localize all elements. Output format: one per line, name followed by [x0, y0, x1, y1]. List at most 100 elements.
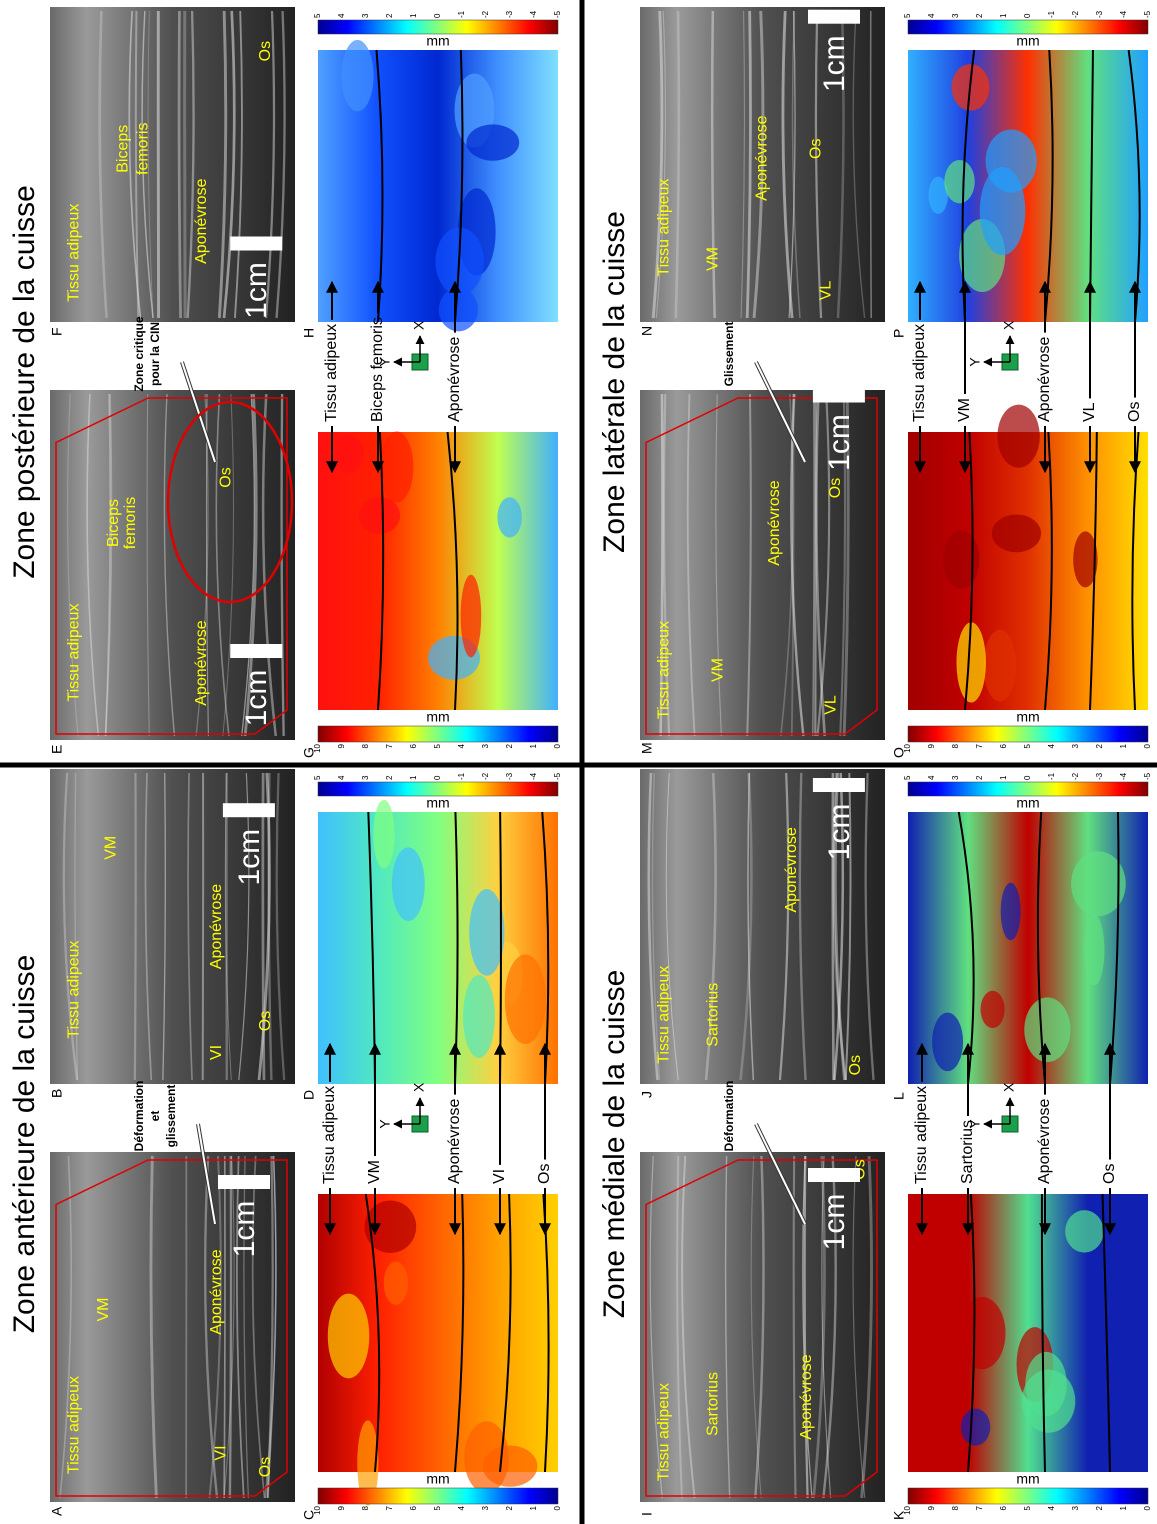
anatomy-label: femoris: [134, 123, 151, 175]
map-blob: [958, 1296, 1006, 1370]
map-blob: [327, 1293, 370, 1379]
tissue-streak: [98, 10, 108, 319]
map-blob: [438, 287, 479, 332]
tissue-streak: [228, 1155, 233, 1499]
colorbar-tick-label: 4: [457, 743, 466, 748]
scale-label: 1cm: [233, 829, 266, 886]
tissue-streak: [844, 772, 852, 1081]
anatomy-label: Aponévrose: [783, 827, 800, 912]
tissue-streak: [208, 1155, 222, 1499]
colorbar-tick-label: 1: [1119, 743, 1128, 748]
panel-title: Zone antérieure de la cuisse: [8, 955, 41, 1334]
colorbar: [317, 19, 559, 35]
annotation: pour la CIN: [148, 322, 162, 386]
tissue-streak: [816, 393, 831, 737]
colorbar-tick-label: 5: [1023, 1505, 1032, 1510]
panel-title: Zone médiale de la cuisse: [598, 970, 631, 1319]
tissue-streak: [665, 772, 679, 1081]
annotation-arrow: [755, 361, 806, 463]
anatomy-label: Os: [808, 139, 825, 159]
colorbar-tick-label: 2: [505, 1505, 514, 1510]
colorbar-tick-label: 5: [313, 13, 322, 18]
colorbar-tick-label: -1: [1047, 772, 1056, 780]
tissue-streak: [662, 393, 671, 737]
tissue-streak: [747, 772, 755, 1081]
colorbar-unit: mm: [1016, 709, 1039, 725]
anatomy-label: Aponévrose: [193, 178, 210, 263]
tissue-streak: [802, 1155, 813, 1499]
anatomy-label: Os: [847, 1055, 864, 1075]
map-blob: [1065, 1210, 1104, 1253]
anatomy-label: Os: [827, 478, 844, 498]
scale-bar: [230, 644, 283, 658]
colorbar-tick-label: 1: [529, 1505, 538, 1510]
tissue-streak: [203, 1155, 219, 1499]
legend-label: Tissu adipeux: [911, 324, 928, 422]
colorbar-unit: mm: [1016, 1471, 1039, 1487]
axis-label: Y: [967, 357, 983, 367]
colorbar-tick-label: 5: [1023, 743, 1032, 748]
tissue-streak: [243, 1155, 250, 1499]
tissue-streak: [821, 1155, 832, 1499]
tissue-streak: [222, 10, 236, 319]
map-blob: [383, 1261, 409, 1305]
panel-letter: C: [301, 1510, 317, 1520]
colorbar-tick-label: 2: [385, 775, 394, 780]
colorbar-tick-label: 4: [457, 1505, 466, 1510]
tissue-streak: [144, 772, 153, 1081]
map-blob: [960, 1408, 991, 1446]
tissue-streak: [788, 10, 796, 319]
tissue-streak: [104, 393, 113, 737]
map-blob: [1024, 997, 1071, 1063]
colorbar-tick-label: 0: [433, 775, 442, 780]
anatomy-label: Tissu adipeux: [66, 1376, 83, 1474]
panel-letter: H: [301, 328, 317, 338]
colorbar-tick-label: 4: [1047, 743, 1056, 748]
colorbar-tick-label: 3: [951, 775, 960, 780]
scale-label: 1cm: [818, 35, 851, 92]
colorbar-tick-label: 9: [337, 743, 346, 748]
tissue-streak: [128, 10, 142, 319]
tissue-streak: [141, 10, 154, 319]
legend-label: Os: [1101, 1164, 1118, 1184]
tissue-streak: [146, 393, 150, 737]
tissue-streak: [62, 772, 79, 1081]
colorbar-tick-label: 0: [1023, 13, 1032, 18]
colorbar-tick-label: 6: [999, 743, 1008, 748]
annotation: Glissement: [722, 322, 736, 387]
legend-label: Aponévrose: [1036, 1099, 1053, 1184]
tissue-boundary: [1089, 431, 1098, 711]
ultrasound-image: [50, 1152, 295, 1502]
tissue-streak: [651, 10, 664, 319]
map-blob: [944, 160, 975, 204]
annotation: et: [148, 1111, 162, 1122]
axis-label: Y: [377, 357, 393, 367]
legend-label: Os: [1126, 402, 1143, 422]
annotation-arrow: [197, 1123, 216, 1225]
map-blob: [932, 1012, 964, 1072]
colorbar-tick-label: 3: [361, 13, 370, 18]
map-blob: [463, 975, 495, 1058]
colorbar-tick-label: 2: [1095, 743, 1104, 748]
tissue-streak: [814, 10, 823, 319]
anatomy-label: VM: [710, 658, 727, 682]
anatomy-label: Tissu adipeux: [656, 621, 673, 719]
legend-label: Tissu adipeux: [321, 1086, 338, 1184]
tissue-streak: [86, 393, 100, 737]
panel-letter: B: [49, 1089, 65, 1098]
panel-letter: K: [891, 1510, 907, 1520]
scale-label: 1cm: [823, 804, 856, 861]
anatomy-label: VM: [95, 1298, 112, 1322]
anatomy-label: Os: [257, 1457, 274, 1477]
tissue-streak: [752, 10, 765, 319]
legend-label: Sartorius: [959, 1120, 976, 1184]
colorbar-tick-label: 0: [553, 743, 562, 748]
colorbar-tick-label: 3: [481, 1505, 490, 1510]
colorbar-tick-label: -2: [481, 10, 490, 18]
tissue-streak: [241, 393, 256, 737]
colorbar-tick-label: 9: [337, 1505, 346, 1510]
colorbar-tick-label: 10: [903, 1505, 912, 1514]
tissue-streak: [822, 1155, 837, 1499]
map-blob: [358, 496, 401, 534]
